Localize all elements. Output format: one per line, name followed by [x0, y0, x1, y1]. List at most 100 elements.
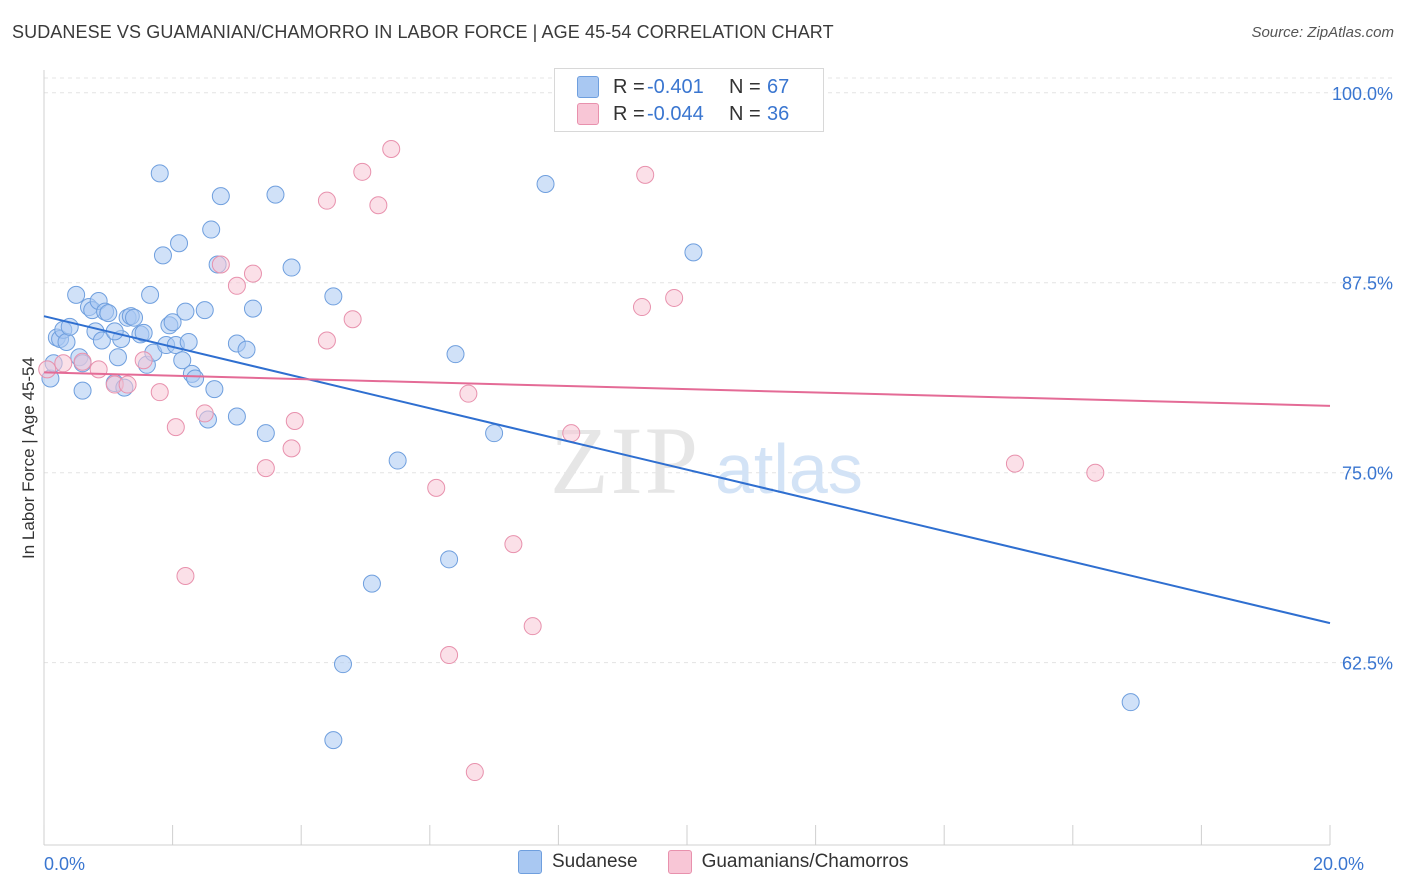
data-point [353, 162, 372, 181]
data-point [536, 174, 555, 193]
data-point [256, 424, 275, 443]
data-point [440, 550, 459, 569]
legend-swatch-guamanian [667, 850, 692, 874]
data-point [125, 308, 144, 327]
data-point [153, 246, 172, 265]
data-point [166, 418, 185, 437]
data-point [362, 574, 381, 593]
data-point [150, 383, 169, 402]
data-point [195, 404, 214, 423]
grid-lines [44, 77, 1392, 664]
data-point [324, 287, 343, 306]
legend-n-value: 67 [767, 75, 790, 98]
data-point [163, 313, 182, 332]
data-point [108, 348, 127, 367]
data-point [141, 285, 160, 304]
data-point [266, 185, 285, 204]
data-point [382, 140, 401, 159]
data-point [256, 459, 275, 478]
data-point [317, 331, 336, 350]
legend-r-label: R = [613, 102, 645, 125]
data-point [118, 375, 137, 394]
y-axis-label: In Labor Force | Age 45-54 [19, 357, 38, 559]
data-point [179, 333, 198, 352]
data-point [170, 234, 189, 253]
trend-lines [43, 315, 1331, 625]
data-point [38, 360, 57, 379]
data-point [343, 310, 362, 329]
data-point [1121, 693, 1140, 712]
x-tick-labels: 0.0% 20.0% [44, 854, 1364, 874]
legend-r-label: R = [613, 75, 645, 98]
data-point [227, 276, 246, 295]
data-point [665, 288, 684, 307]
x-tick-label: 20.0% [1313, 854, 1364, 874]
y-tick-label: 100.0% [1332, 84, 1393, 104]
data-point [134, 323, 153, 342]
data-point [243, 264, 262, 283]
data-point [465, 763, 484, 782]
data-point [1086, 463, 1105, 482]
trend-line [43, 315, 1331, 625]
data-point [205, 380, 224, 399]
correlation-legend: R = -0.401 N = 67 R = -0.044 N = 36 [554, 68, 824, 132]
data-point [1005, 454, 1024, 473]
watermark: ZIP atlas [550, 407, 863, 514]
data-point [324, 731, 343, 750]
data-point [92, 331, 111, 350]
data-point [195, 301, 214, 320]
legend-n-label: N = [729, 75, 761, 98]
data-point [67, 285, 86, 304]
data-point [317, 191, 336, 210]
data-point [173, 351, 192, 370]
data-point [636, 165, 655, 184]
data-point [523, 617, 542, 636]
data-point [227, 407, 246, 426]
data-point [446, 345, 465, 364]
data-point [176, 302, 195, 321]
data-point [282, 258, 301, 277]
legend-swatch-sudanese [518, 850, 542, 874]
data-point [237, 340, 256, 359]
data-point [73, 381, 92, 400]
data-point [89, 360, 108, 379]
data-point [388, 451, 407, 470]
legend-n-label: N = [729, 102, 761, 125]
data-point [369, 196, 388, 215]
data-point [684, 243, 703, 262]
x-tick-label: 0.0% [44, 854, 85, 874]
y-tick-labels: 100.0% 87.5% 75.0% 62.5% [1332, 84, 1393, 674]
series-legend: Sudanese Guamanians/Chamorros [518, 850, 939, 874]
legend-item-guamanian[interactable]: Guamanians/Chamorros [667, 850, 909, 874]
x-ticks [43, 825, 1331, 845]
legend-label-sudanese: Sudanese [552, 851, 638, 872]
legend-n-value: 36 [767, 102, 790, 125]
data-point [333, 655, 352, 674]
y-tick-label: 62.5% [1342, 654, 1393, 674]
legend-item-sudanese[interactable]: Sudanese [518, 850, 638, 874]
data-point [57, 333, 76, 352]
data-point [504, 535, 523, 554]
points-guamanian [38, 83, 1105, 782]
data-point [186, 369, 205, 388]
data-point [282, 439, 301, 458]
data-point [427, 478, 446, 497]
data-point [150, 164, 169, 183]
data-point [202, 220, 221, 239]
legend-swatch-sudanese [577, 76, 599, 98]
data-point [211, 187, 230, 206]
data-point [459, 384, 478, 403]
data-point [632, 298, 651, 317]
data-point [211, 255, 230, 274]
y-tick-label: 75.0% [1342, 464, 1393, 484]
watermark-zip: ZIP [550, 407, 700, 514]
legend-row-sudanese: R = -0.401 N = 67 [577, 74, 789, 100]
data-point [562, 424, 581, 443]
legend-label-guamanian: Guamanians/Chamorros [701, 851, 909, 872]
legend-row-guamanian: R = -0.044 N = 36 [577, 101, 789, 127]
data-point [485, 424, 504, 443]
legend-r-value: -0.044 [647, 102, 704, 125]
data-point [243, 299, 262, 318]
data-point [73, 352, 92, 371]
